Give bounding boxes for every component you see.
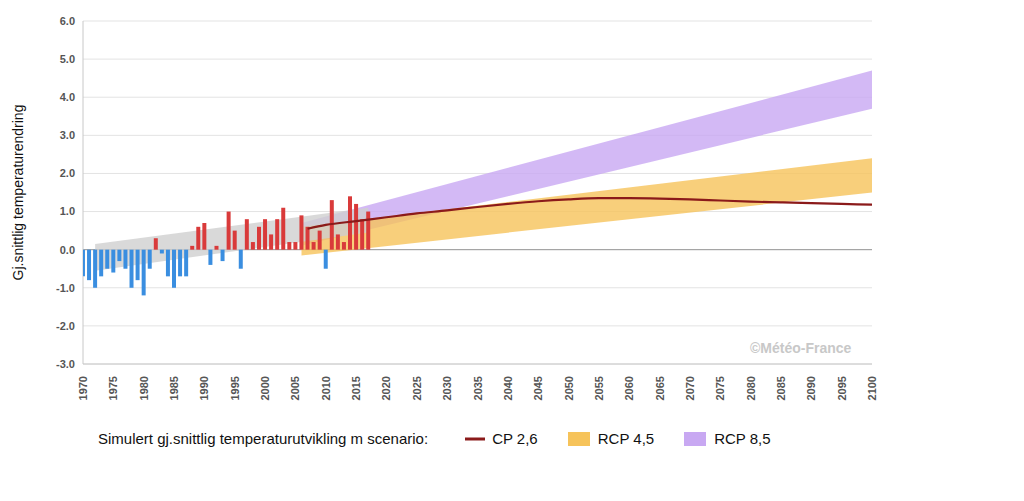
- html-text:Simulert gj.snittlig temperatu: Simulert gj.snittlig temperaturutvikling…: [98, 430, 429, 447]
- svg-text:2035: 2035: [472, 376, 484, 400]
- svg-text:2060: 2060: [623, 376, 635, 400]
- svg-text:1975: 1975: [107, 376, 119, 400]
- svg-text:2030: 2030: [441, 376, 453, 400]
- svg-text:2.0: 2.0: [60, 167, 75, 179]
- svg-text:2050: 2050: [563, 376, 575, 400]
- svg-text:-1.0: -1.0: [56, 282, 75, 294]
- svg-text:2015: 2015: [350, 376, 362, 400]
- svg-text:-3.0: -3.0: [56, 358, 75, 370]
- svg-text:1995: 1995: [229, 376, 241, 400]
- svg-text:2020: 2020: [380, 376, 392, 400]
- svg-text:3.0: 3.0: [60, 129, 75, 141]
- svg-text:-2.0: -2.0: [56, 320, 75, 332]
- svg-text:2010: 2010: [320, 376, 332, 400]
- svg-text:1980: 1980: [138, 376, 150, 400]
- svg-text:2040: 2040: [502, 376, 514, 400]
- svg-text:1990: 1990: [198, 376, 210, 400]
- svg-text:2070: 2070: [684, 376, 696, 400]
- svg-text:2080: 2080: [745, 376, 757, 400]
- svg-text:1970: 1970: [77, 376, 89, 400]
- html-text:CP 2,6: CP 2,6: [492, 430, 538, 447]
- svg-text:2075: 2075: [714, 376, 726, 400]
- svg-text:4.0: 4.0: [60, 91, 75, 103]
- svg-text:2090: 2090: [805, 376, 817, 400]
- svg-text:0.0: 0.0: [60, 244, 75, 256]
- html-text:RCP 8,5: RCP 8,5: [714, 430, 771, 447]
- svg-text:1985: 1985: [168, 376, 180, 400]
- svg-text:2085: 2085: [775, 376, 787, 400]
- html-text:©Météo-France: ©Météo-France: [750, 340, 852, 356]
- svg-text:2005: 2005: [289, 376, 301, 400]
- svg-text:2025: 2025: [411, 376, 423, 400]
- svg-text:2055: 2055: [593, 376, 605, 400]
- html-text:RCP 4,5: RCP 4,5: [597, 430, 655, 447]
- svg-text:6.0: 6.0: [60, 15, 75, 27]
- svg-text:Gj.snittlig temperaturendring: Gj.snittlig temperaturendring: [10, 105, 26, 281]
- svg-text:2045: 2045: [532, 376, 544, 400]
- svg-text:2100: 2100: [866, 376, 878, 400]
- svg-text:1.0: 1.0: [60, 205, 75, 217]
- svg-text:5.0: 5.0: [60, 53, 75, 65]
- svg-text:2065: 2065: [654, 376, 666, 400]
- svg-text:2000: 2000: [259, 376, 271, 400]
- svg-text:2095: 2095: [836, 376, 848, 400]
